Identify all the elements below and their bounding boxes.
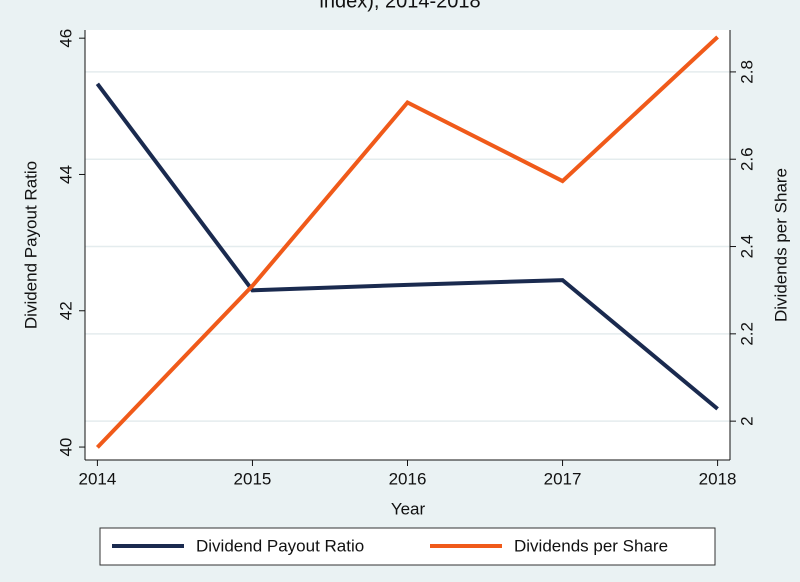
chart-title: index), 2014-2018: [319, 0, 480, 12]
plot-area: [85, 30, 730, 460]
series-line: [95, 35, 719, 449]
x-tick-label: 2017: [544, 469, 582, 488]
y2-tick-label: 2.4: [737, 235, 756, 259]
x-tick-label: 2014: [78, 469, 116, 488]
x-tick-label: 2016: [389, 469, 427, 488]
legend: [99, 527, 716, 566]
y-tick-label: 40: [56, 438, 75, 457]
y2-tick-label: 2.8: [737, 60, 756, 84]
x-tick-label: 2018: [699, 469, 737, 488]
x-tick-label: 2015: [234, 469, 272, 488]
x-axis-label: Year: [391, 499, 426, 518]
y-tick-label: 42: [56, 301, 75, 320]
y2-tick-label: 2.6: [737, 147, 756, 171]
y-tick-label: 46: [56, 29, 75, 48]
y2-axis-label: Dividends per Share: [771, 168, 790, 322]
legend-label: Dividend Payout Ratio: [196, 536, 364, 555]
y-tick-label: 44: [56, 165, 75, 184]
y2-tick-label: 2: [737, 416, 756, 425]
y2-tick-label: 2.2: [737, 322, 756, 346]
series-line: [95, 82, 719, 411]
legend-label: Dividends per Share: [514, 536, 668, 555]
y-axis-label: Dividend Payout Ratio: [21, 161, 40, 329]
